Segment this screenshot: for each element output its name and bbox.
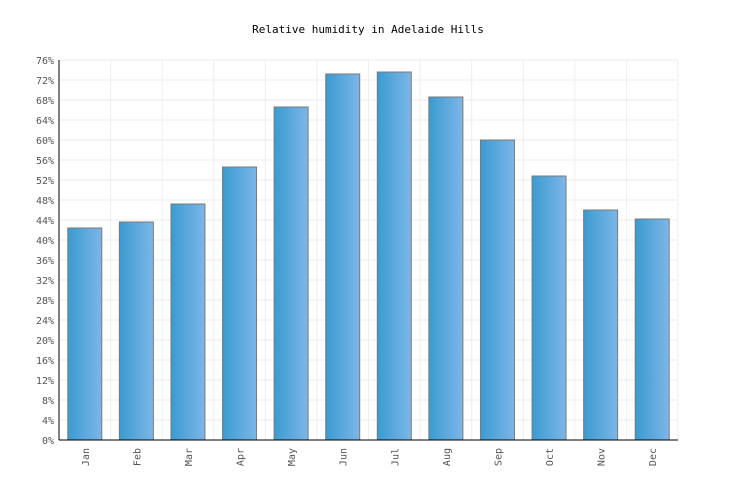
x-tick-label: Jan (81, 448, 92, 466)
y-tick-label: 8% (42, 396, 54, 407)
bar-jan[interactable] (67, 227, 103, 441)
x-tick-label: Sep (493, 448, 504, 466)
x-tick-label: Mar (184, 448, 195, 466)
grid-lines (59, 59, 679, 441)
y-tick-label: 52% (36, 176, 54, 187)
bar-mar[interactable] (170, 203, 206, 441)
y-tick-label: 32% (36, 276, 54, 287)
y-tick-label: 72% (36, 76, 54, 87)
chart-title: Relative humidity in Adelaide Hills (252, 23, 484, 36)
y-tick-label: 28% (36, 296, 54, 307)
bar-feb[interactable] (118, 221, 154, 441)
bar-dec[interactable] (634, 218, 670, 441)
x-tick-label: Aug (442, 448, 453, 466)
x-tick-label: May (287, 448, 298, 466)
y-tick-label: 48% (36, 196, 54, 207)
y-tick-label: 56% (36, 156, 54, 167)
y-tick-label: 12% (36, 376, 54, 387)
y-axis-ticks: 0% 4% 8% 12% 16% 20% 24% 28% 32% 36% 40% 44% 48% 52% 5… (36, 56, 54, 447)
y-tick-label: 0% (42, 436, 54, 447)
bar-may[interactable] (273, 106, 309, 441)
y-tick-label: 40% (36, 236, 54, 247)
x-tick-label: Apr (236, 448, 247, 466)
y-tick-label: 68% (36, 96, 54, 107)
bar-jul[interactable] (376, 71, 412, 441)
bars-group (67, 71, 670, 441)
y-tick-label: 36% (36, 256, 54, 267)
axes (58, 60, 678, 441)
x-tick-label: Feb (132, 448, 143, 466)
bar-oct[interactable] (531, 175, 567, 441)
x-tick-label: Jul (390, 448, 401, 466)
x-tick-label: Oct (545, 448, 556, 466)
y-tick-label: 76% (36, 56, 54, 67)
y-tick-label: 16% (36, 356, 54, 367)
x-tick-label: Jun (339, 448, 350, 466)
y-tick-label: 24% (36, 316, 54, 327)
bar-nov[interactable] (583, 209, 619, 441)
y-tick-label: 64% (36, 116, 54, 127)
bar-jun[interactable] (325, 73, 361, 441)
x-axis-ticks: Jan Feb Mar Apr May Jun Jul Aug Sep Oct Nov Dec (81, 448, 659, 466)
y-tick-label: 60% (36, 136, 54, 147)
y-tick-label: 4% (42, 416, 54, 427)
bar-aug[interactable] (428, 96, 464, 441)
bar-apr[interactable] (222, 166, 258, 441)
y-tick-label: 20% (36, 336, 54, 347)
x-tick-label: Dec (648, 448, 659, 466)
x-tick-label: Nov (597, 448, 608, 466)
bar-sep[interactable] (479, 139, 515, 441)
y-tick-label: 44% (36, 216, 54, 227)
